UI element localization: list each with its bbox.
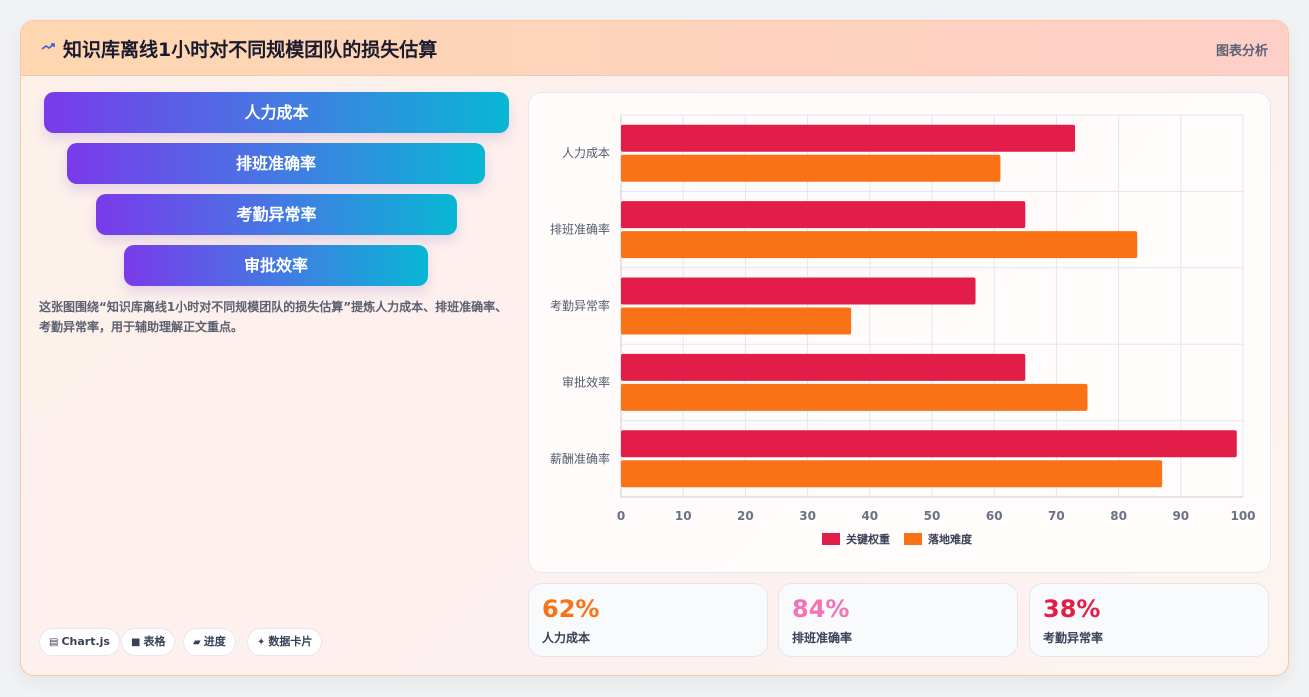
- badge-label: Chart.js: [61, 635, 110, 648]
- bar-chart: 0 10 20 30 40 50 60 70 80 90 100 人力成本排班准确率考勤异常率审批效率…: [550, 114, 1256, 546]
- x-tick-label: 60: [986, 509, 1003, 523]
- x-tick-label: 10: [675, 509, 692, 523]
- sparkle-icon: ✦: [257, 637, 266, 648]
- description: 这张图围绕“知识库离线1小时对不同规模团队的损失估算”提炼人力成本、排班准确率、…: [39, 300, 508, 334]
- x-tick-label: 20: [737, 509, 754, 523]
- y-tick-label: 考勤异常率: [550, 298, 610, 313]
- bar: [621, 124, 1076, 152]
- x-tick-label: 40: [861, 509, 878, 523]
- page-title: 知识库离线1小时对不同规模团队的损失估算: [63, 39, 438, 61]
- y-tick-label: 人力成本: [562, 146, 610, 160]
- stat-value: 38%: [1043, 595, 1101, 623]
- badge-chartjs[interactable]: ▤ Chart.js: [39, 628, 120, 656]
- legend-label: 关键权重: [846, 532, 890, 546]
- badge-progress[interactable]: ▰ 进度: [183, 628, 236, 656]
- legend-label: 落地难度: [928, 532, 973, 546]
- x-tick-label: 90: [1172, 509, 1189, 523]
- stat-value: 62%: [542, 595, 600, 623]
- bar: [621, 353, 1026, 381]
- badge-data-card[interactable]: ✦ 数据卡片: [247, 628, 323, 656]
- y-tick-label: 排班准确率: [550, 222, 610, 237]
- funnel-item: 审批效率: [124, 245, 428, 286]
- stat-label: 考勤异常率: [1043, 631, 1104, 645]
- bar: [621, 154, 1001, 182]
- x-tick-label: 30: [799, 509, 816, 523]
- bar: [621, 383, 1088, 411]
- stat-card: 84% 排班准确率: [778, 583, 1018, 657]
- x-tick-label: 80: [1110, 509, 1127, 523]
- badge-label: 数据卡片: [268, 635, 313, 648]
- badge-label: 进度: [203, 635, 226, 648]
- chart-arrow-icon: [41, 43, 55, 50]
- x-tick-label: 50: [924, 509, 941, 523]
- x-tick-label: 70: [1048, 509, 1065, 523]
- card: 知识库离线1小时对不同规模团队的损失估算 图表分析 人力成本 排班准确率 考勤异…: [20, 20, 1289, 676]
- stat-label: 排班准确率: [792, 631, 853, 645]
- stat-card: 62% 人力成本: [528, 583, 768, 657]
- y-tick-label: 薪酬准确率: [550, 451, 610, 466]
- chart-icon: ▤: [49, 637, 59, 648]
- header-tag: 图表分析: [1215, 44, 1268, 59]
- badge-label: 表格: [143, 635, 166, 648]
- legend-swatch: [904, 533, 922, 545]
- stat-value: 84%: [792, 595, 850, 623]
- bar: [621, 307, 852, 335]
- bar: [621, 231, 1138, 259]
- header: 知识库离线1小时对不同规模团队的损失估算 图表分析: [21, 21, 1288, 76]
- x-tick-label: 100: [1230, 509, 1255, 523]
- bar: [621, 201, 1026, 229]
- bar: [621, 430, 1237, 458]
- stat-card: 38% 考勤异常率: [1029, 583, 1269, 657]
- stat-label: 人力成本: [542, 631, 591, 645]
- table-icon: ■: [131, 637, 141, 648]
- y-tick-label: 审批效率: [562, 374, 610, 389]
- bar: [621, 460, 1163, 488]
- progress-icon: ▰: [193, 637, 201, 648]
- funnel-item: 考勤异常率: [96, 194, 457, 235]
- badge-table[interactable]: ■ 表格: [121, 628, 176, 656]
- bar: [621, 277, 976, 305]
- x-tick-label: 0: [617, 509, 625, 523]
- funnel-item: 人力成本: [44, 92, 509, 133]
- legend-swatch: [822, 533, 840, 545]
- funnel-item: 排班准确率: [67, 143, 485, 184]
- chart-panel: 0 10 20 30 40 50 60 70 80 90 100 人力成本排班准确率考勤异常率审批效率…: [528, 92, 1271, 573]
